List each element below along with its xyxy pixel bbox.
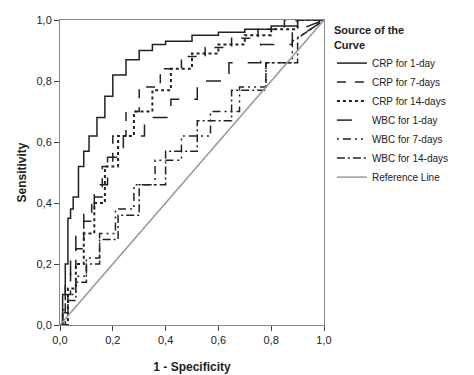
svg-text:0,2: 0,2	[37, 258, 52, 270]
svg-text:1,0: 1,0	[316, 334, 331, 346]
svg-text:CRP for 14-days: CRP for 14-days	[372, 96, 446, 107]
svg-text:WBC for 7-days: WBC for 7-days	[372, 134, 443, 145]
svg-text:1,0: 1,0	[37, 14, 52, 26]
svg-text:0,6: 0,6	[37, 136, 52, 148]
svg-text:CRP for 1-day: CRP for 1-day	[372, 58, 435, 69]
svg-text:0,2: 0,2	[105, 334, 120, 346]
svg-text:0,4: 0,4	[37, 197, 52, 209]
svg-text:0,8: 0,8	[264, 334, 279, 346]
svg-text:0,0: 0,0	[52, 334, 67, 346]
svg-text:CRP for 7-days: CRP for 7-days	[372, 77, 440, 88]
svg-text:Source of theCurve: Source of theCurve	[334, 24, 404, 50]
svg-text:Sensitivity: Sensitivity	[15, 142, 29, 202]
svg-text:WBC for 14-days: WBC for 14-days	[372, 153, 448, 164]
svg-text:0,0: 0,0	[37, 319, 52, 331]
svg-text:0,8: 0,8	[37, 75, 52, 87]
svg-text:Reference Line: Reference Line	[372, 172, 440, 183]
svg-text:WBC for 1-day: WBC for 1-day	[372, 115, 438, 126]
svg-text:1 - Specificity: 1 - Specificity	[153, 360, 231, 374]
svg-text:0,6: 0,6	[211, 334, 226, 346]
svg-text:0,4: 0,4	[158, 334, 173, 346]
